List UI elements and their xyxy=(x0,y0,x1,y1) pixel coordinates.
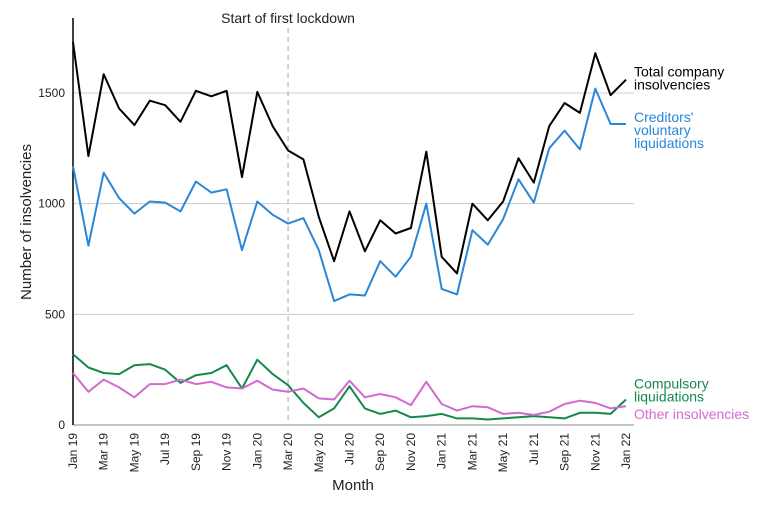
gridlines xyxy=(73,92,634,426)
lockdown-label: Start of first lockdown xyxy=(221,10,355,26)
x-tick-label: Nov 20 xyxy=(404,433,418,471)
x-tick-label: Jan 19 xyxy=(66,433,80,469)
x-tick-label: Mar 19 xyxy=(97,433,111,471)
series-label-2: liquidations xyxy=(634,389,704,405)
x-tick-label: May 20 xyxy=(312,433,326,473)
y-tick-label: 500 xyxy=(45,307,65,321)
series-label-1: Creditors' xyxy=(634,109,693,125)
y-tick-label: 1500 xyxy=(38,86,65,100)
x-tick-label: Mar 21 xyxy=(465,433,479,471)
x-tick-label: Jul 19 xyxy=(158,433,172,465)
x-tick-label: Jan 20 xyxy=(250,433,264,469)
y-axis-title: Number of insolvencies xyxy=(18,144,35,300)
series-label-0: Total company xyxy=(634,64,724,80)
series-label-1: voluntary xyxy=(634,122,691,138)
series-label-2: Compulsory xyxy=(634,376,709,392)
x-tick-label: May 21 xyxy=(496,433,510,473)
series-line-2 xyxy=(72,353,627,421)
x-tick-label: Jan 22 xyxy=(619,433,633,469)
x-tick-label: Jul 21 xyxy=(527,433,541,465)
series-label-3: Other insolvencies xyxy=(634,406,749,422)
x-tick-label: Sep 20 xyxy=(373,433,387,471)
y-tick-label: 0 xyxy=(58,418,65,432)
x-tick-label: Jul 20 xyxy=(343,433,357,465)
x-tick-label: Sep 21 xyxy=(558,433,572,471)
series-lines xyxy=(72,41,627,421)
series-line-1 xyxy=(72,87,626,303)
y-tick-label: 1000 xyxy=(38,197,65,211)
y-tick-labels: 0 500 1000 1500 xyxy=(38,86,65,432)
x-tick-label: Nov 21 xyxy=(588,433,602,471)
x-tick-labels: Jan 19 Mar 19 May 19 Jul 19 Sep 19 Nov 19 Jan … xyxy=(66,433,633,473)
x-axis-title: Month xyxy=(332,477,374,494)
x-tick-label: Sep 19 xyxy=(189,433,203,471)
x-tick-label: Mar 20 xyxy=(281,433,295,471)
series-label-0: insolvencies xyxy=(634,77,710,93)
series-label-1: liquidations xyxy=(634,135,704,151)
lockdown-annotation: Start of first lockdown xyxy=(221,10,355,425)
x-tick-label: Jan 21 xyxy=(435,433,449,469)
series-line-3 xyxy=(72,372,627,416)
x-tick-label: Nov 19 xyxy=(220,433,234,471)
x-tick-label: May 19 xyxy=(127,433,141,473)
series-line-0 xyxy=(72,41,627,275)
